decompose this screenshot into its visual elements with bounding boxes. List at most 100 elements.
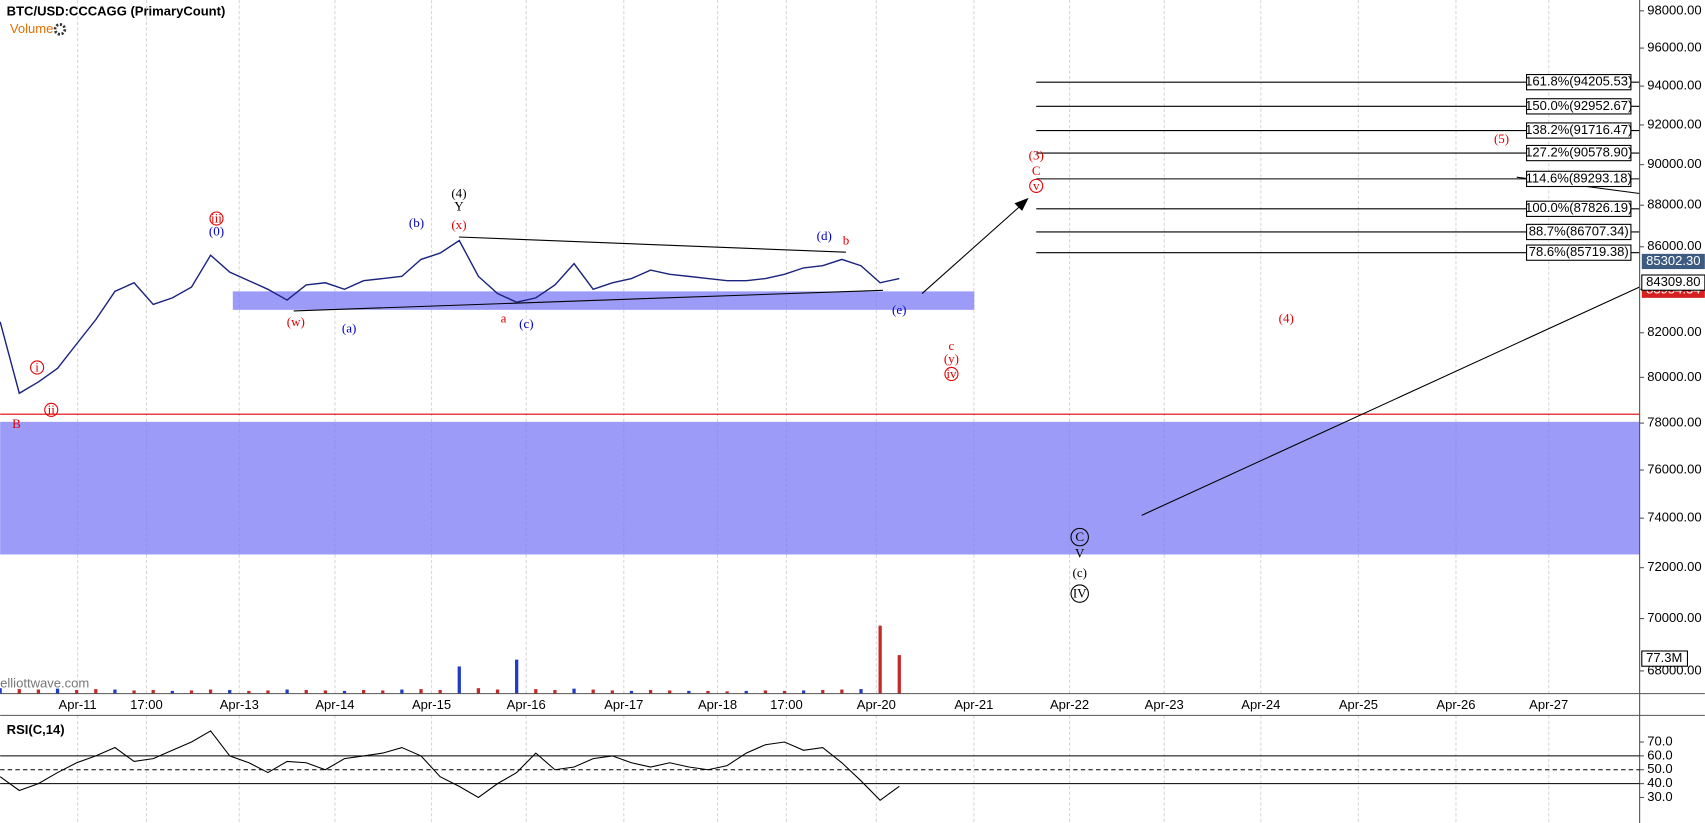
rsi-tick-label: 60.0 xyxy=(1647,747,1672,762)
fib-label: 127.2%(90578.90) xyxy=(1525,145,1632,160)
wave-label: (0) xyxy=(209,224,224,239)
volume-bar xyxy=(266,690,270,694)
fib-label-box xyxy=(1526,98,1632,115)
y-tick-label: 92000.00 xyxy=(1647,116,1701,131)
volume-tag: 77.3M xyxy=(1646,650,1682,665)
target-zone xyxy=(0,421,1640,555)
volume-bar xyxy=(515,659,519,694)
wave-label: B xyxy=(12,416,21,431)
y-tick-label: 72000.00 xyxy=(1647,559,1701,574)
trend-line xyxy=(1141,286,1640,516)
wave-circle xyxy=(1029,178,1044,193)
wave-label: (5) xyxy=(1494,131,1509,146)
volume-bar xyxy=(342,690,347,694)
volume-bar xyxy=(859,689,863,694)
volume-bar xyxy=(668,690,672,694)
volume-bar xyxy=(782,690,787,694)
volume-bar xyxy=(94,689,98,694)
volume-bar xyxy=(591,689,595,694)
wave-label: i xyxy=(35,360,39,375)
volume-bar xyxy=(132,690,136,694)
wave-circle xyxy=(1070,527,1089,547)
fib-label: 138.2%(91716.47) xyxy=(1525,122,1632,137)
volume-bar xyxy=(400,689,404,694)
y-tick-label: 86000.00 xyxy=(1647,238,1701,253)
rsi-tick-label: 50.0 xyxy=(1647,761,1672,776)
volume-bar xyxy=(897,655,901,694)
x-tick-label: Apr-22 xyxy=(1050,697,1089,712)
wave-label: C xyxy=(1032,163,1041,178)
watermark: elliottwave.com xyxy=(0,675,89,690)
fib-label-box xyxy=(1526,170,1632,188)
wave-circle xyxy=(1070,584,1089,603)
x-tick-label: Apr-15 xyxy=(412,697,451,712)
volume-bar xyxy=(189,690,194,694)
wave-label: (3) xyxy=(1029,148,1044,163)
plot-layer: 161.8%(94205.53) 150.0%(92952.67) 138.2%(9… xyxy=(0,74,1640,694)
fib-label-box xyxy=(1526,122,1632,139)
volume-bar xyxy=(495,689,500,694)
volume-label: Volume xyxy=(10,21,53,36)
y-tick-label: 90000.00 xyxy=(1647,156,1701,171)
wave-label: ii xyxy=(48,402,56,417)
fib-label: 161.8%(94205.53) xyxy=(1525,74,1632,89)
volume-bar xyxy=(763,690,767,694)
volume-bar xyxy=(17,689,21,694)
volume-bar xyxy=(0,688,2,694)
x-tick-label: Apr-27 xyxy=(1529,697,1568,712)
volume-bar xyxy=(457,666,461,694)
chart-title: BTC/USD:CCCAGG (PrimaryCount) xyxy=(7,3,226,18)
wave-label: (w) xyxy=(287,314,305,329)
fib-label-box xyxy=(1526,74,1632,91)
volume-bar xyxy=(228,690,232,694)
y-tick-label: 96000.00 xyxy=(1647,40,1701,55)
trend-line xyxy=(458,236,846,253)
volume-bar xyxy=(55,688,60,694)
x-tick-label: Apr-13 xyxy=(220,697,259,712)
wave-label: (e) xyxy=(892,302,906,317)
fib-label: 88.7%(86707.34) xyxy=(1529,223,1629,238)
trend-line xyxy=(293,289,883,312)
volume-bar xyxy=(151,690,155,694)
wave-label: c xyxy=(949,338,955,353)
fib-label-box xyxy=(1526,244,1632,261)
volume-bar xyxy=(438,690,442,694)
volume-bar xyxy=(572,688,576,694)
volume-tag-box xyxy=(1641,650,1689,667)
wave-label: a xyxy=(501,311,507,326)
volume-bar xyxy=(648,690,653,694)
volume-bar xyxy=(821,690,825,694)
wave-label: v xyxy=(1033,178,1040,193)
y-tick-label: 70000.00 xyxy=(1647,610,1701,625)
x-tick-label: Apr-25 xyxy=(1339,697,1378,712)
volume-bar xyxy=(534,689,538,694)
volume-bar xyxy=(706,690,710,694)
y-tick-label: 82000.00 xyxy=(1647,324,1701,339)
volume-bar xyxy=(304,690,308,694)
wave-circle xyxy=(944,366,959,382)
wave-label: (4) xyxy=(1279,311,1294,326)
wave-label: (c) xyxy=(519,316,533,331)
grid xyxy=(77,0,1550,823)
volume-bar xyxy=(725,691,729,694)
x-tick-label: Apr-16 xyxy=(507,697,546,712)
volume-bar xyxy=(801,690,806,694)
wave-label: Y xyxy=(454,199,464,214)
volume-bar xyxy=(629,690,634,694)
volume-bar xyxy=(36,689,41,694)
y-tick-label: 76000.00 xyxy=(1647,461,1701,476)
x-tick-label: Apr-24 xyxy=(1241,697,1280,712)
x-tick-label: Apr-21 xyxy=(954,697,993,712)
x-tick-label: Apr-18 xyxy=(698,697,737,712)
fib-label-box xyxy=(1526,223,1632,241)
volume-bar xyxy=(553,690,557,694)
fib-label: 114.6%(89293.18) xyxy=(1526,170,1632,185)
y-tick-label: 80000.00 xyxy=(1647,369,1701,384)
settings-icon[interactable] xyxy=(53,23,67,36)
rsi-title: RSI(C,14) xyxy=(7,722,65,737)
y-tick-label: 74000.00 xyxy=(1647,510,1701,525)
volume-bar xyxy=(419,689,423,694)
volume-bar xyxy=(361,690,366,694)
